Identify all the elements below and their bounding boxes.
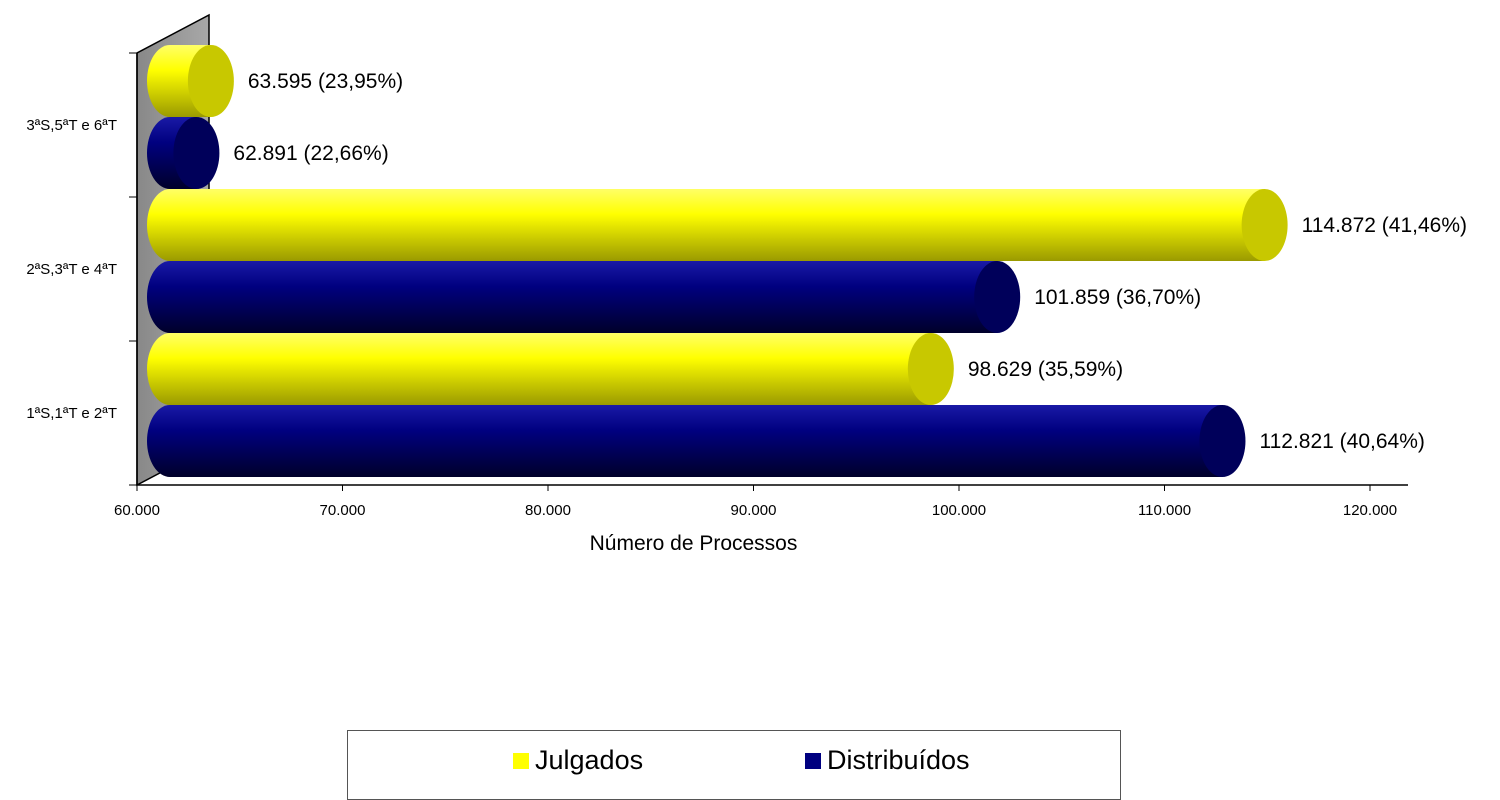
bar-cap-julgados	[187, 45, 234, 117]
legend-item-distribuidos: Distribuídos	[805, 745, 970, 776]
x-tick-label: 70.000	[320, 502, 366, 519]
legend: Julgados Distribuídos	[347, 730, 1121, 800]
legend-label-julgados: Julgados	[535, 745, 644, 775]
category-label: 2ªS,3ªT e 4ªT	[26, 261, 117, 278]
x-tick-label: 110.000	[1138, 502, 1191, 519]
legend-item-julgados: Julgados	[513, 745, 643, 776]
data-label-distribudos: 101.859 (36,70%)	[1034, 286, 1201, 309]
bar-julgados	[147, 333, 931, 405]
bar-cap-julgados	[1241, 189, 1288, 261]
x-tick-label: 60.000	[114, 502, 160, 519]
category-label: 3ªS,5ªT e 6ªT	[26, 117, 117, 134]
data-label-distribudos: 62.891 (22,66%)	[233, 142, 388, 165]
bars	[147, 45, 1288, 477]
x-tick-label: 100.000	[932, 502, 986, 519]
x-axis-title: Número de Processos	[590, 532, 798, 555]
data-label-julgados: 114.872 (41,46%)	[1302, 214, 1467, 237]
bar-distribudos	[147, 405, 1223, 477]
legend-swatch-distribuidos	[805, 752, 821, 769]
bar-cap-julgados	[907, 333, 954, 405]
x-tick-label: 80.000	[525, 502, 571, 519]
category-label: 1ªS,1ªT e 2ªT	[26, 405, 117, 422]
legend-swatch-julgados	[513, 752, 529, 769]
bar-cap-distribudos	[974, 261, 1021, 333]
data-label-julgados: 63.595 (23,95%)	[248, 70, 403, 93]
legend-label-distribuidos: Distribuídos	[827, 745, 970, 775]
bar-cap-distribudos	[1199, 405, 1246, 477]
x-tick-label: 90.000	[731, 502, 777, 519]
bar-julgados	[147, 189, 1265, 261]
data-label-julgados: 98.629 (35,59%)	[968, 358, 1123, 381]
bar-distribudos	[147, 261, 998, 333]
data-label-distribudos: 112.821 (40,64%)	[1259, 430, 1424, 453]
bar-cap-distribudos	[173, 117, 220, 189]
labels: 112.821 (40,64%) 98.629 (35,59%) 101.859 (…	[233, 70, 1467, 453]
x-tick-label: 120.000	[1343, 502, 1397, 519]
